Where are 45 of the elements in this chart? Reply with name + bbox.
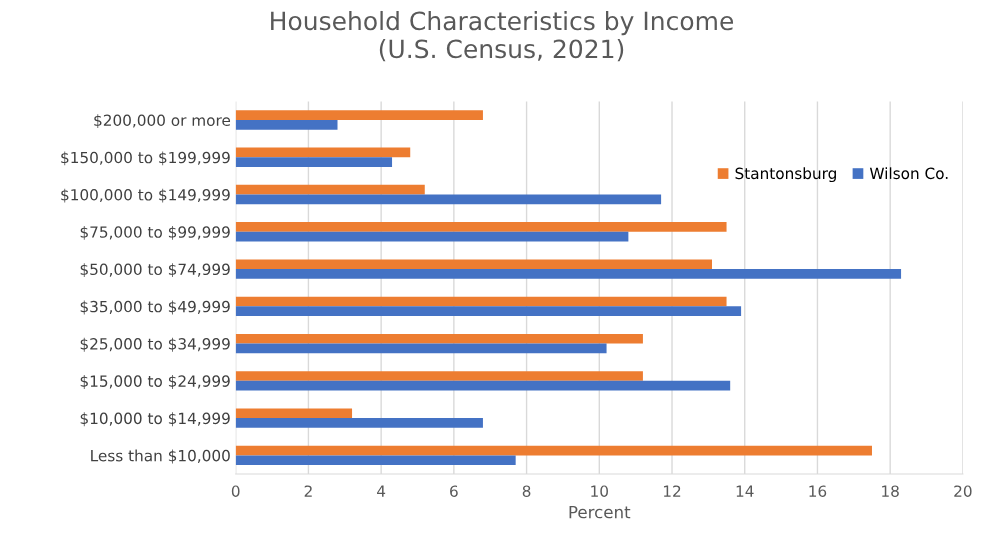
bar [235,184,425,195]
x-tick-label: 0 [231,485,240,497]
bar [235,418,483,428]
x-tick-label: 4 [377,485,386,497]
y-tick-label: $25,000 to $34,999 [80,337,230,352]
x-tick-label: 18 [882,485,899,497]
y-tick-label: $35,000 to $49,999 [80,300,230,315]
bar [235,120,338,130]
bar [235,455,516,466]
bar [235,343,607,354]
x-tick-label: 6 [450,485,458,497]
x-axis-title: Percent [569,505,631,519]
y-tick-label: $75,000 to $99,999 [80,226,230,240]
y-tick-label: $200,000 or more [94,114,231,129]
y-tick-label: $15,000 to $24,999 [80,375,230,389]
bar [235,333,643,344]
bar [235,110,483,121]
chart-title: Household Characteristics by Income (U.S. Census, 2021) [271,10,734,62]
x-tick-label: 12 [663,485,681,497]
x-tick-label: 2 [304,485,312,497]
bar [235,147,411,158]
bar [235,371,643,381]
bar [235,222,727,232]
y-tick-label: $50,000 to $74,999 [80,263,230,278]
bar [235,408,353,419]
bar [235,157,393,167]
y-tick-label: $10,000 to $14,999 [80,412,230,427]
legend-label: Stantonsburg [735,167,836,183]
bar [235,380,731,391]
bar [235,269,902,279]
x-tick-label: 10 [591,485,608,497]
y-tick-label: $150,000 to $199,999 [61,151,230,166]
legend-label: Wilson Co. [869,167,948,180]
bar [235,445,872,456]
bar [235,296,727,307]
x-tick-label: 16 [809,485,827,497]
bar [235,194,662,205]
x-tick-label: 8 [522,485,531,497]
x-tick-label: 20 [954,485,972,497]
y-tick-label: $100,000 to $149,999 [61,188,230,203]
bar [235,306,742,317]
bar [235,231,629,242]
x-tick-label: 14 [736,485,754,497]
bar [235,259,712,270]
y-tick-label: Less than $10,000 [91,449,230,464]
